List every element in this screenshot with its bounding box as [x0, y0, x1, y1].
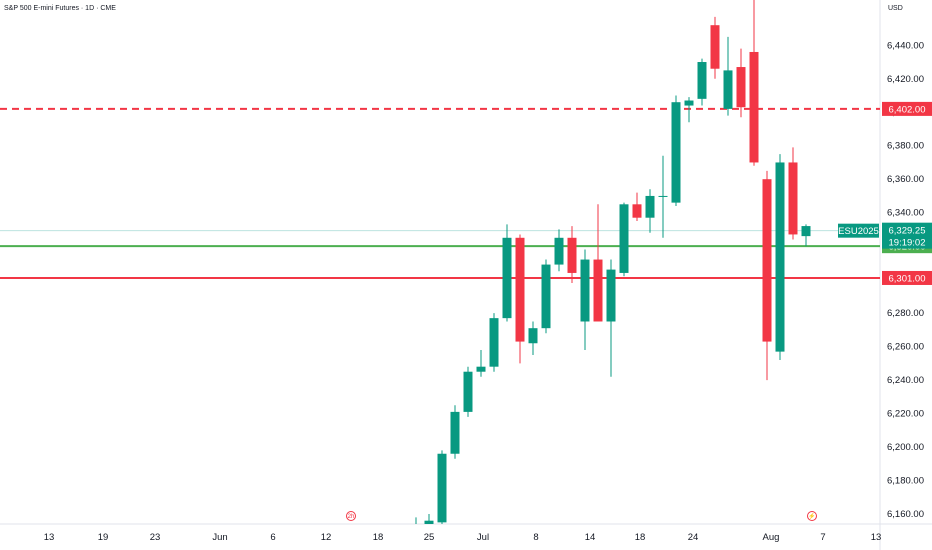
candle-up[interactable]: [801, 226, 811, 237]
y-tick-label: 6,160.00: [887, 509, 924, 520]
x-tick-label: Jul: [477, 532, 489, 543]
candle-up[interactable]: [437, 453, 447, 523]
y-tick-label: 6,340.00: [887, 208, 924, 219]
candle-up[interactable]: [502, 237, 512, 319]
y-tick-label: 6,360.00: [887, 174, 924, 185]
symbol-tag-bg: [838, 223, 879, 238]
y-tick-label: 6,380.00: [887, 141, 924, 152]
x-tick-label: 23: [150, 532, 161, 543]
candle-down[interactable]: [749, 51, 759, 163]
x-tick-label: 14: [585, 532, 596, 543]
x-tick-label: 12: [321, 532, 332, 543]
y-tick-label: 6,240.00: [887, 375, 924, 386]
candle-up[interactable]: [619, 204, 629, 273]
price-line-label-bg: [882, 101, 932, 116]
chart-title: S&P 500 E-mini Futures · 1D · CME: [4, 5, 116, 12]
candle-down[interactable]: [788, 162, 798, 235]
current-price-label: 6,329.25: [889, 226, 926, 237]
symbol-tag[interactable]: ESU2025: [838, 226, 879, 237]
y-tick-label: 6,280.00: [887, 308, 924, 319]
x-tick-label: 7: [820, 532, 825, 543]
candle-up[interactable]: [606, 269, 616, 322]
y-tick-label: 6,420.00: [887, 74, 924, 85]
candle-up[interactable]: [463, 371, 473, 412]
y-tick-label: 6,440.00: [887, 40, 924, 51]
candle-up[interactable]: [580, 259, 590, 322]
candle-up[interactable]: [554, 237, 564, 265]
candle-up[interactable]: [541, 264, 551, 329]
candle-up[interactable]: [697, 62, 707, 99]
candle-down[interactable]: [632, 204, 642, 218]
x-tick-label: Jun: [212, 532, 227, 543]
candle-up[interactable]: [424, 520, 434, 524]
currency-label[interactable]: USD: [888, 5, 903, 12]
dividend-event-marker[interactable]: 2h: [346, 511, 356, 521]
candle-down[interactable]: [736, 67, 746, 108]
candle-down[interactable]: [515, 237, 525, 342]
x-tick-label: Aug: [763, 532, 780, 543]
candle-up[interactable]: [671, 102, 681, 203]
x-tick-label: 13: [44, 532, 55, 543]
candle-down[interactable]: [567, 237, 577, 273]
y-tick-label: 6,180.00: [887, 476, 924, 487]
candle-up[interactable]: [645, 195, 655, 218]
candle-up[interactable]: [528, 328, 538, 344]
price-line-label: 6,301.00: [889, 273, 926, 284]
x-tick-label: 8: [533, 532, 538, 543]
y-tick-label: 6,220.00: [887, 409, 924, 420]
x-tick-label: 18: [635, 532, 646, 543]
candle-up[interactable]: [450, 411, 460, 454]
candle-up[interactable]: [723, 70, 733, 109]
candle-up[interactable]: [476, 366, 486, 372]
price-line-label: 6,402.00: [889, 104, 926, 115]
candle-up[interactable]: [684, 100, 694, 106]
x-tick-label: 13: [871, 532, 882, 543]
bar-countdown: 19:19:02: [889, 238, 926, 249]
candle-up[interactable]: [658, 195, 668, 197]
x-tick-label: 24: [688, 532, 699, 543]
earnings-event-marker[interactable]: ⚡: [807, 511, 817, 521]
x-tick-label: 18: [373, 532, 384, 543]
candle-down[interactable]: [762, 179, 772, 342]
x-tick-label: 19: [98, 532, 109, 543]
current-price-label-bg: [882, 222, 932, 249]
candle-up[interactable]: [489, 318, 499, 367]
y-tick-label: 6,260.00: [887, 342, 924, 353]
candle-down[interactable]: [593, 259, 603, 322]
x-tick-label: 25: [424, 532, 435, 543]
candle-down[interactable]: [710, 25, 720, 69]
price-line-label-bg: [882, 270, 932, 285]
y-tick-label: 6,200.00: [887, 442, 924, 453]
x-tick-label: 6: [270, 532, 275, 543]
candle-up[interactable]: [775, 162, 785, 352]
